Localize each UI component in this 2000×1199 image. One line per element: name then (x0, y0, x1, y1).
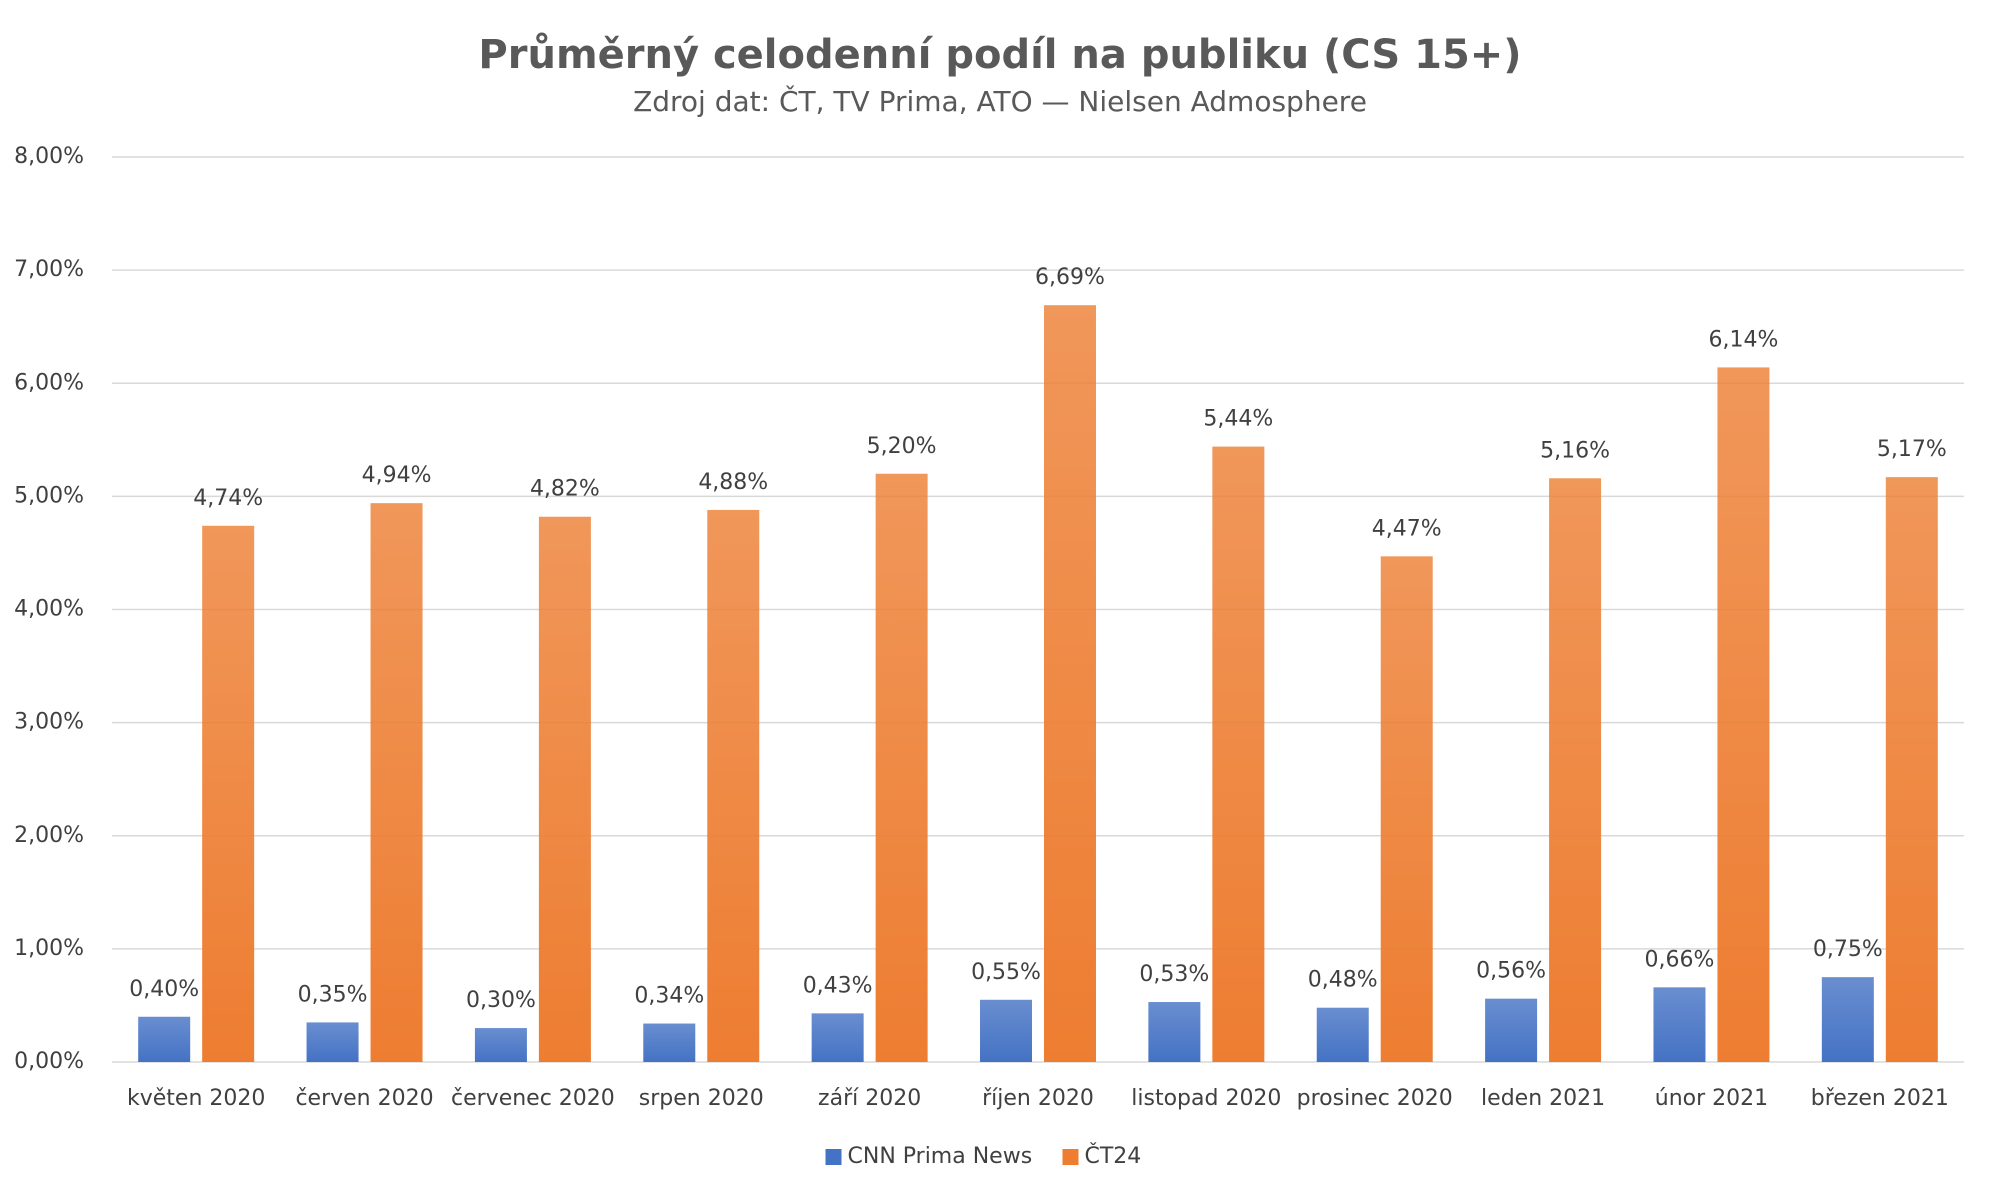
bar (1717, 367, 1770, 1063)
data-label: 4,94% (362, 463, 432, 488)
chart-subtitle: Zdroj dat: ČT, TV Prima, ATO — Nielsen A… (633, 84, 1367, 118)
x-tick-label: květen 2020 (127, 1086, 265, 1111)
data-label: 0,48% (1308, 968, 1378, 993)
data-label: 5,16% (1540, 438, 1610, 463)
x-tick-label: listopad 2020 (1131, 1086, 1281, 1111)
legend-swatch (825, 1149, 842, 1165)
y-tick-label: 5,00% (14, 483, 84, 508)
y-tick-label: 3,00% (14, 710, 84, 735)
y-tick-label: 1,00% (14, 936, 84, 961)
x-tick-label: leden 2021 (1481, 1086, 1605, 1111)
bar (643, 1023, 696, 1062)
data-label: 6,14% (1708, 327, 1778, 352)
data-label: 4,88% (698, 470, 768, 495)
bar (1212, 446, 1265, 1063)
y-tick-label: 2,00% (14, 823, 84, 848)
x-tick-label: červen 2020 (295, 1086, 433, 1111)
data-label: 0,40% (129, 977, 199, 1002)
data-label: 0,34% (634, 984, 704, 1009)
data-label: 0,56% (1476, 959, 1546, 984)
bar (306, 1022, 359, 1062)
bar (1043, 305, 1096, 1063)
x-tick-label: srpen 2020 (639, 1086, 764, 1111)
data-label: 0,75% (1813, 937, 1883, 962)
x-tick-label: září 2020 (818, 1086, 921, 1111)
bar (370, 503, 423, 1063)
bar (811, 1013, 864, 1062)
bar (1148, 1002, 1201, 1062)
bar (707, 509, 760, 1062)
data-label: 4,47% (1372, 516, 1442, 541)
x-tick-label: říjen 2020 (982, 1086, 1094, 1111)
bar (875, 473, 928, 1062)
bar (980, 999, 1033, 1062)
bar (1380, 556, 1433, 1062)
y-tick-label: 0,00% (14, 1049, 84, 1074)
data-label: 5,17% (1877, 437, 1947, 462)
data-label: 4,82% (530, 477, 600, 502)
bar (202, 525, 255, 1062)
data-label: 5,44% (1203, 407, 1273, 432)
bar (1653, 987, 1706, 1062)
data-label: 0,43% (803, 973, 873, 998)
legend-swatch (1062, 1149, 1079, 1165)
data-label: 0,30% (466, 988, 536, 1013)
legend-label: ČT24 (1085, 1143, 1142, 1169)
data-label: 0,55% (971, 960, 1041, 985)
data-label: 0,66% (1645, 947, 1715, 972)
y-tick-label: 6,00% (14, 370, 84, 395)
bar (138, 1016, 191, 1062)
x-tick-label: březen 2021 (1811, 1086, 1949, 1111)
bar (1549, 478, 1602, 1062)
y-tick-label: 8,00% (14, 144, 84, 169)
y-tick-label: 7,00% (14, 257, 84, 282)
bar (474, 1028, 527, 1062)
chart-title: Průměrný celodenní podíl na publiku (CS … (478, 31, 1521, 78)
bar (1885, 477, 1938, 1062)
bar (1485, 998, 1538, 1062)
data-label: 5,20% (867, 434, 937, 459)
x-tick-label: prosinec 2020 (1297, 1086, 1453, 1111)
data-label: 4,74% (193, 486, 263, 511)
x-tick-label: únor 2021 (1655, 1086, 1768, 1111)
y-tick-label: 4,00% (14, 597, 84, 622)
bar (1821, 977, 1874, 1062)
data-label: 0,53% (1139, 962, 1209, 987)
x-tick-label: červenec 2020 (451, 1086, 615, 1111)
data-label: 0,35% (298, 982, 368, 1007)
bar (1316, 1007, 1369, 1062)
data-label: 6,69% (1035, 265, 1105, 290)
bar (538, 516, 591, 1062)
legend-label: CNN Prima News (848, 1144, 1033, 1169)
